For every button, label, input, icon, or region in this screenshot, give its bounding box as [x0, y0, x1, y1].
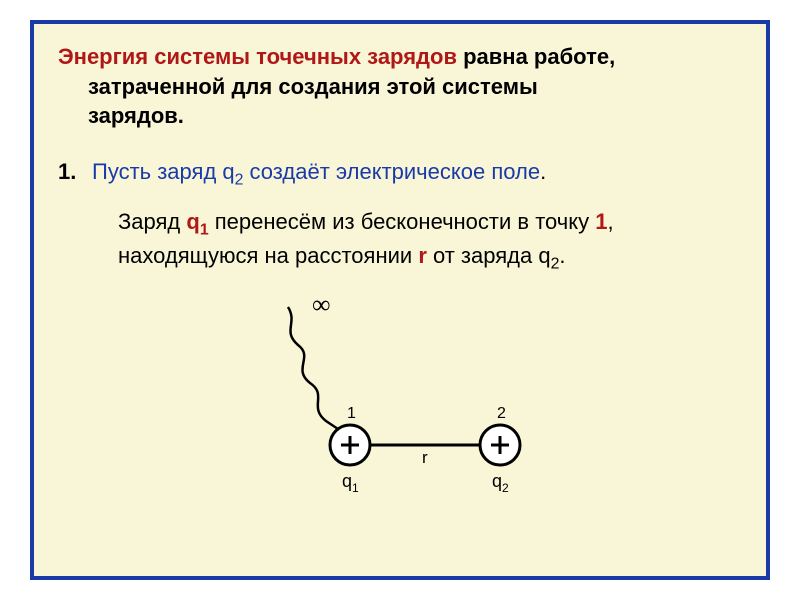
title-seg-black-1: равна работе, [457, 44, 615, 69]
title-line-3: зарядов. [58, 103, 184, 128]
infinity-icon: ∞ [312, 295, 331, 319]
title-line-2: затраченной для создания этой системы [58, 74, 538, 99]
charge-1-top-label: 1 [347, 405, 356, 422]
l3-one: 1 [595, 209, 607, 234]
l3-seg1: Заряд [118, 209, 186, 234]
q1-sub: 1 [352, 481, 359, 495]
indent-line-1: Заряд q1 перенесём из бесконечности в то… [58, 207, 742, 241]
l3-q1: q [186, 209, 199, 234]
l4-seg3: . [559, 243, 565, 268]
q1-letter: q [342, 471, 352, 491]
item-number: 1. [58, 159, 92, 189]
l4-seg2: от заряда q [427, 243, 551, 268]
item1-seg2: создаёт электрическое поле [243, 159, 540, 184]
diagram-container: ∞ 1 q1 2 q2 r [58, 295, 742, 495]
r-label: r [422, 448, 428, 467]
title-seg-red: Энергия системы точечных зарядов [58, 44, 457, 69]
wavy-path-icon [288, 307, 338, 429]
q2-sub: 2 [502, 481, 509, 495]
l4-r: r [418, 243, 427, 268]
l3-seg2: перенесём из бесконечности в точку [209, 209, 596, 234]
charge-1-bottom-label: q1 [342, 471, 359, 495]
item1-seg1: Пусть заряд q [92, 159, 235, 184]
q2-letter: q [492, 471, 502, 491]
item-text: Пусть заряд q2 создаёт электрическое пол… [92, 159, 742, 189]
charge-diagram: ∞ 1 q1 2 q2 r [220, 295, 580, 495]
indent-line-2: находящуюся на расстоянии r от заряда q2… [58, 241, 742, 275]
charge-2-top-label: 2 [497, 405, 506, 422]
slide-frame: Энергия системы точечных зарядов равна р… [30, 20, 770, 580]
numbered-item-1: 1. Пусть заряд q2 создаёт электрическое … [58, 159, 742, 189]
l3-seg3: , [607, 209, 613, 234]
item1-period: . [540, 159, 546, 184]
title-paragraph: Энергия системы точечных зарядов равна р… [58, 42, 742, 131]
l4-seg1: находящуюся на расстоянии [118, 243, 418, 268]
title-line-1: Энергия системы точечных зарядов равна р… [58, 44, 615, 69]
charge-2-bottom-label: q2 [492, 471, 509, 495]
l3-q1sub: 1 [200, 222, 209, 239]
